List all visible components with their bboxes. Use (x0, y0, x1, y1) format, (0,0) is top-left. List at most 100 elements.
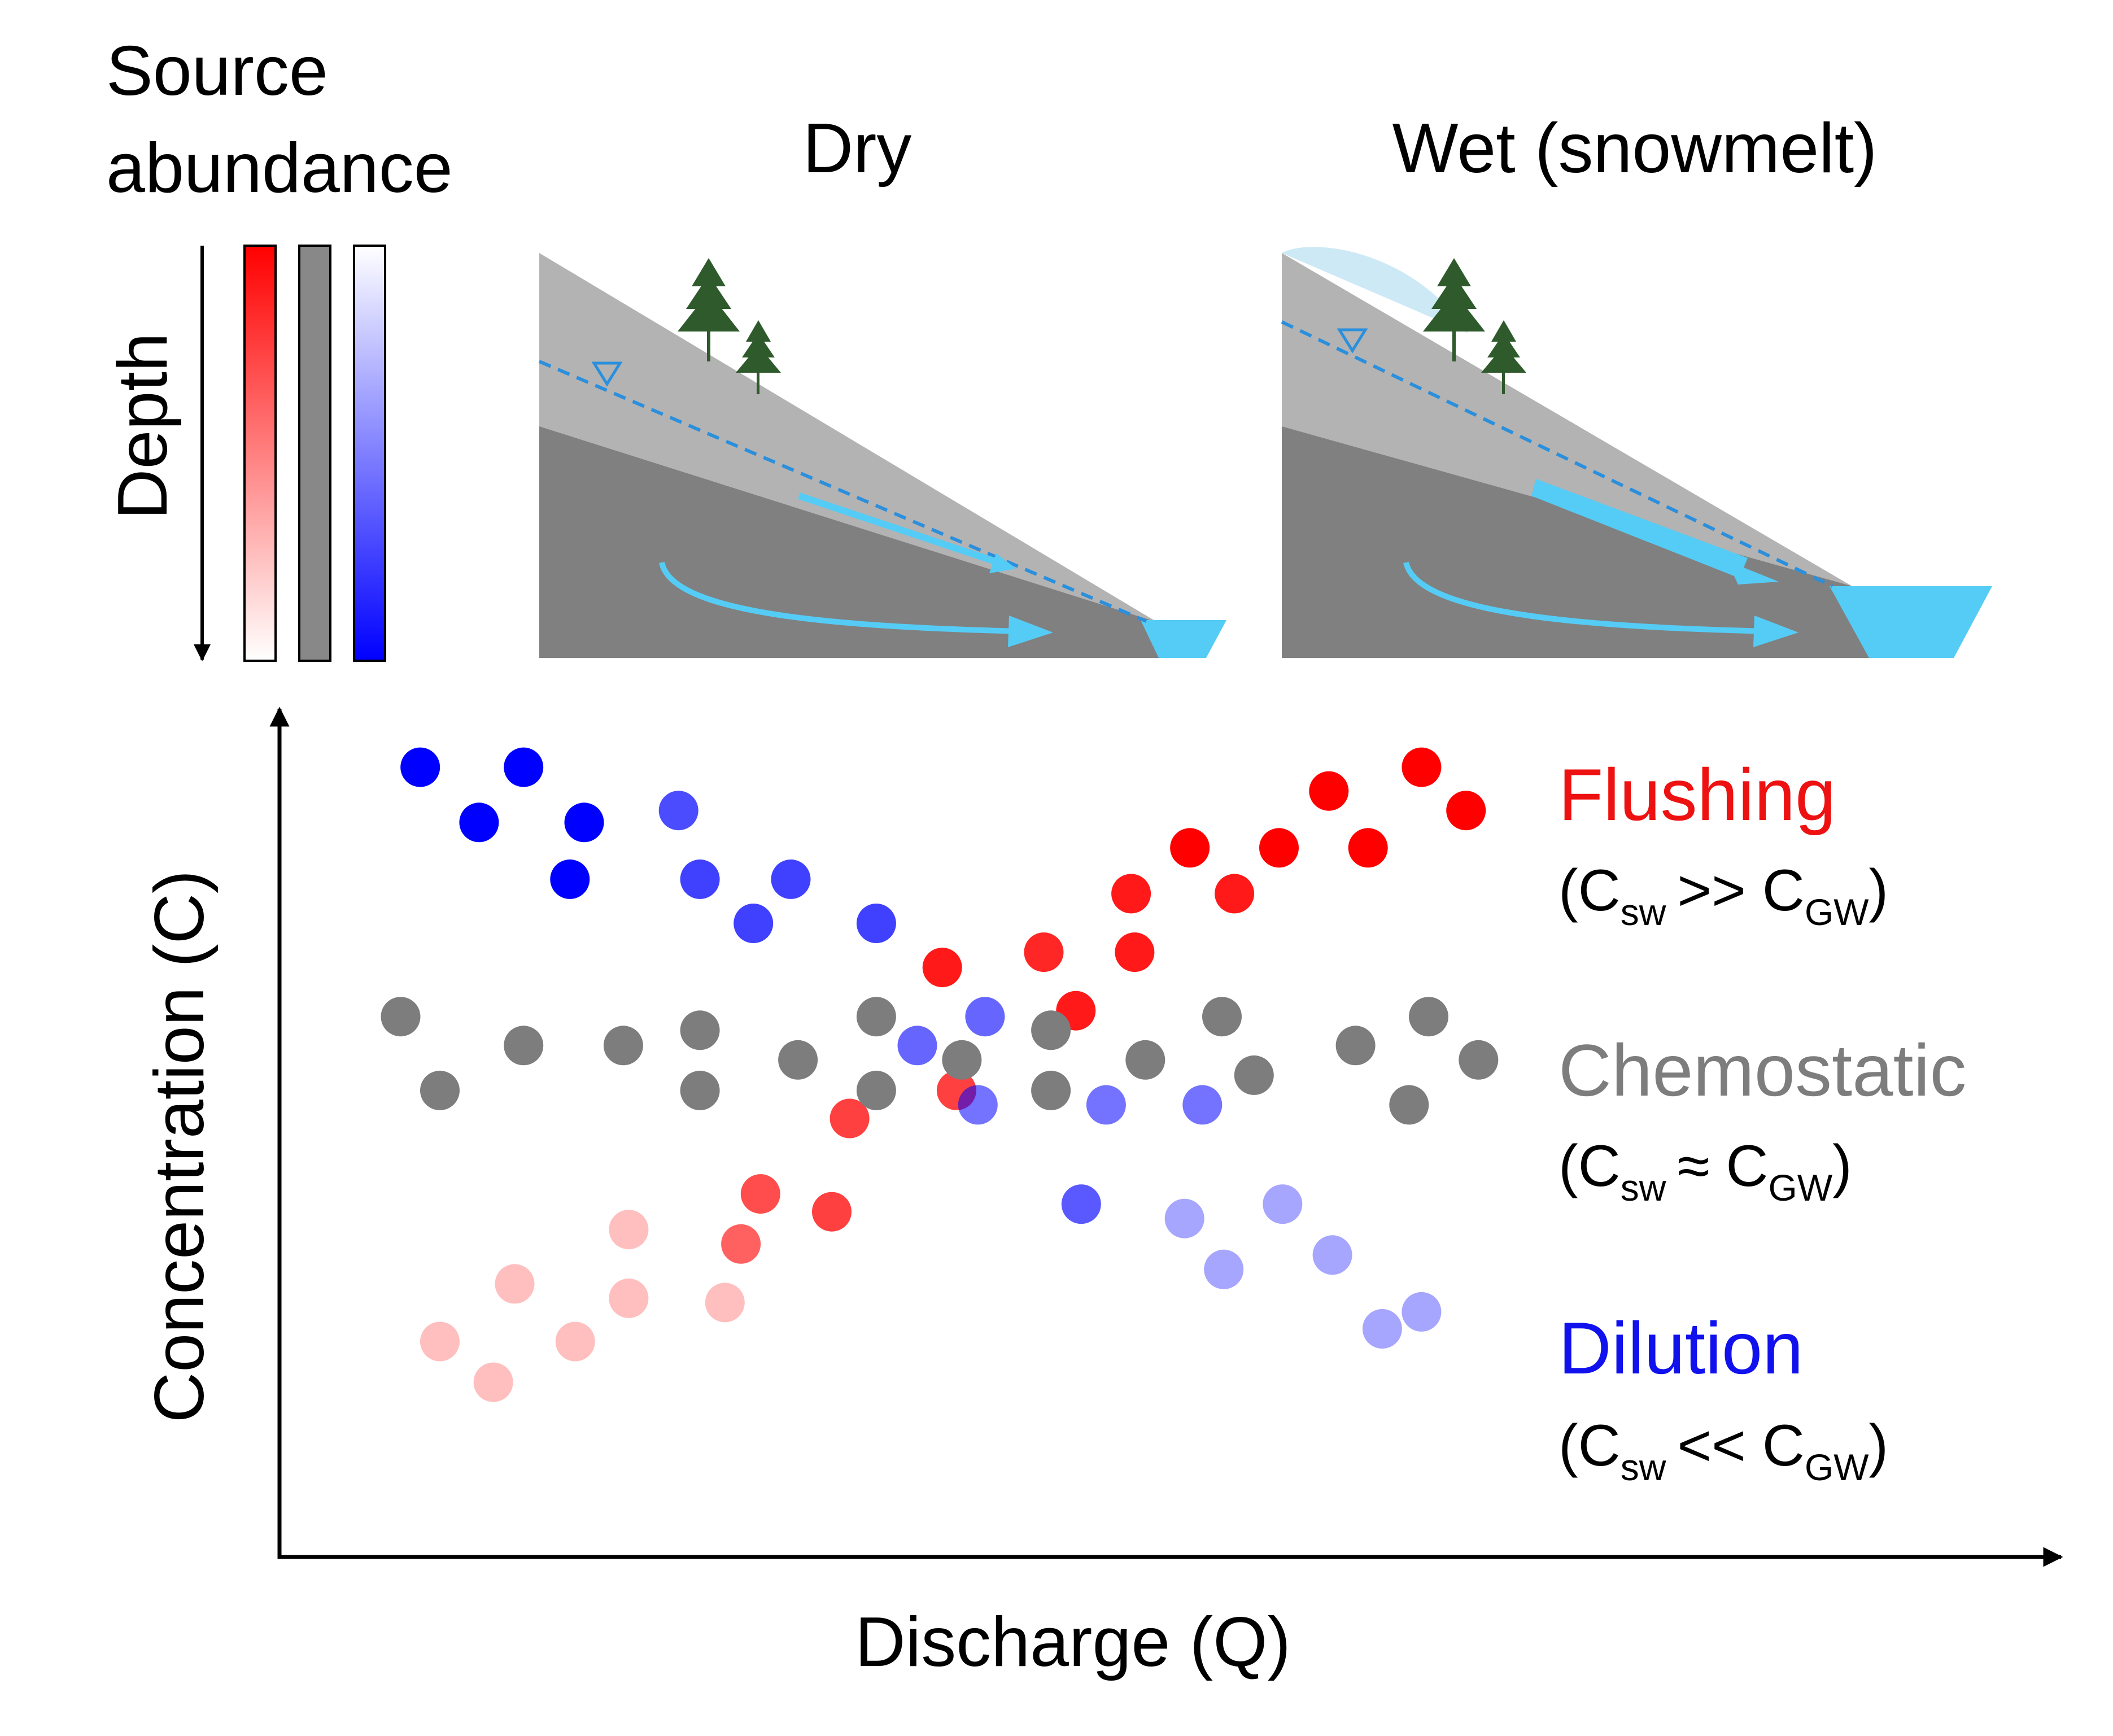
source-bar-blue (353, 245, 386, 662)
dilution-point-11 (965, 997, 1005, 1037)
flushing-point-8 (721, 1224, 761, 1264)
legend-chemostatic-pre: (C (1558, 1133, 1621, 1199)
chemostatic-point-18 (1389, 1085, 1429, 1125)
legend-chemostatic-name: Chemostatic (1558, 1029, 1967, 1111)
dilution-point-13 (958, 1085, 998, 1125)
legend-flushing-post: ) (1869, 858, 1889, 923)
dilution-point-4 (564, 802, 604, 843)
x-axis-label: Discharge (Q) (855, 1603, 1291, 1681)
flushing-point-13 (922, 948, 962, 988)
legend-dilution-name: Dilution (1558, 1307, 1804, 1389)
dilution-point-20 (1312, 1235, 1352, 1275)
water-table-triangle-icon (1337, 328, 1368, 354)
dry-shallow-flow-arrowhead (989, 553, 1016, 573)
legend-chemostatic-post: ) (1832, 1133, 1852, 1199)
dilution-point-19 (1204, 1249, 1244, 1289)
depth-label: Depth (104, 333, 182, 520)
chemostatic-point-9 (856, 1070, 896, 1110)
dry-lower-soil (539, 426, 1163, 658)
chemostatic-point-13 (1125, 1040, 1165, 1080)
dry-water-table (538, 360, 1147, 623)
scatter-points (381, 747, 1499, 1402)
flushing-point-18 (1170, 828, 1210, 868)
chemostatic-point-11 (1031, 1010, 1071, 1050)
dilution-point-17 (1164, 1198, 1204, 1238)
dilution-point-12 (897, 1026, 937, 1066)
chemostatic-point-2 (420, 1070, 460, 1110)
chemostatic-point-15 (1234, 1055, 1274, 1095)
chemostatic-point-1 (381, 997, 421, 1037)
flushing-point-19 (1215, 874, 1255, 914)
legend-dilution-sub2: GW (1805, 1446, 1869, 1488)
legend: Flushing (Csw >> CGW) Chemostatic (Csw ≈ C… (1558, 753, 1967, 1488)
dilution-point-8 (771, 859, 811, 899)
chemostatic-point-5 (680, 1010, 720, 1050)
dilution-point-1 (400, 747, 440, 787)
flushing-point-23 (1402, 747, 1442, 787)
chemostatic-point-7 (778, 1040, 818, 1080)
dilution-point-10 (856, 904, 896, 943)
dilution-point-2 (504, 747, 544, 787)
legend-chemostatic-relation: (Csw ≈ CGW) (1558, 1133, 1852, 1209)
legend-flushing-relation: (Csw >> CGW) (1558, 858, 1888, 933)
dry-stream (1141, 620, 1226, 658)
legend-dilution-pre: (C (1558, 1413, 1621, 1478)
wet-lower-soil (1282, 426, 1869, 658)
dilution-point-5 (550, 859, 590, 899)
wet-stream (1830, 586, 1992, 658)
water-table-triangle-icon (591, 361, 623, 387)
flushing-point-11 (830, 1098, 870, 1139)
legend-flushing-rel: >> C (1677, 858, 1804, 923)
dry-deep-flow-arrowhead (1008, 616, 1053, 647)
flushing-point-4 (555, 1321, 595, 1362)
flushing-point-6 (609, 1210, 649, 1250)
source-bar-gray (298, 245, 331, 662)
chemostatic-point-10 (942, 1040, 982, 1080)
chemostatic-point-17 (1409, 997, 1448, 1037)
tree-icon (678, 258, 781, 394)
chemostatic-point-6 (680, 1070, 720, 1110)
wet-shallow-flow-arrow (1531, 479, 1779, 585)
legend-dilution-relation: (Csw << CGW) (1558, 1413, 1888, 1488)
chemostatic-point-8 (856, 997, 896, 1037)
chemostatic-point-14 (1202, 997, 1242, 1037)
dry-shallow-flow-arrow (798, 492, 998, 565)
wet-deep-flow-arrow (1403, 561, 1768, 634)
flushing-point-7 (705, 1283, 745, 1323)
flushing-point-22 (1348, 828, 1388, 868)
flushing-point-1 (420, 1321, 460, 1362)
dilution-point-18 (1263, 1184, 1303, 1224)
dry-panel: Dry (538, 110, 1226, 658)
legend-flushing-sub1: sw (1621, 891, 1666, 933)
cq-chart: Concentration (C) Discharge (Q) (141, 706, 2063, 1681)
chemostatic-point-4 (603, 1026, 643, 1066)
dilution-point-9 (734, 904, 774, 943)
flushing-point-9 (740, 1174, 780, 1214)
source-title-line2: abundance (106, 129, 453, 207)
chemostatic-point-16 (1335, 1026, 1376, 1066)
flushing-point-17 (1115, 932, 1155, 972)
dry-title: Dry (803, 110, 912, 187)
flushing-point-14 (1024, 932, 1064, 972)
dilution-point-14 (1086, 1085, 1126, 1125)
legend-flushing-name: Flushing (1558, 753, 1836, 836)
flushing-point-20 (1259, 828, 1299, 868)
flushing-point-10 (812, 1192, 852, 1232)
legend-chemostatic-sub1: sw (1621, 1167, 1666, 1209)
wet-deep-flow-arrowhead (1753, 616, 1798, 647)
tree-icon (1423, 258, 1526, 394)
legend-flushing-sub2: GW (1805, 891, 1869, 933)
dry-deep-flow-arrow (659, 561, 1023, 634)
wet-water-table (1281, 320, 1833, 588)
flushing-point-21 (1309, 771, 1349, 811)
source-title-line1: Source (106, 32, 328, 110)
legend-chemostatic-sub2: GW (1769, 1167, 1833, 1209)
source-abundance-panel: Source abundance Depth (104, 32, 453, 662)
y-axis-label: Concentration (C) (141, 870, 219, 1423)
source-bar-red (243, 245, 277, 662)
wet-panel: Wet (snowmelt) (1281, 110, 1992, 658)
dilution-point-22 (1402, 1292, 1442, 1332)
dilution-point-7 (680, 859, 720, 899)
legend-dilution-post: ) (1869, 1413, 1889, 1478)
